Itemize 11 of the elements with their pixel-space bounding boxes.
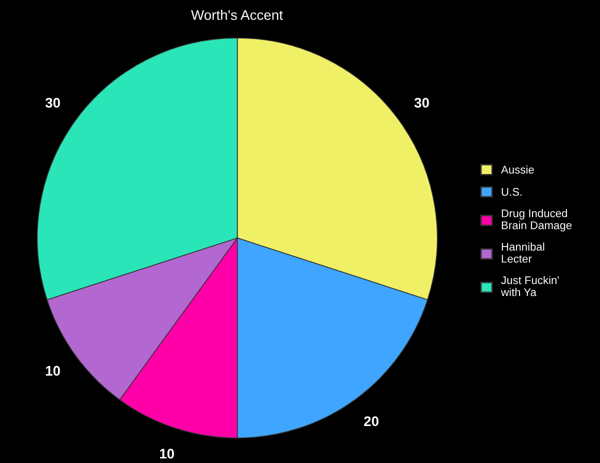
legend-label: Hannibal Lecter	[502, 242, 544, 263]
chart-title: Worth's Accent	[191, 10, 283, 20]
data-label: 10	[160, 448, 174, 459]
legend-label: Just Fuckin' with Ya	[500, 276, 559, 296]
data-label: 30	[414, 98, 429, 108]
legend-label: U.S.	[502, 188, 522, 196]
data-label: 10	[46, 366, 60, 376]
legend-label: Aussie	[501, 165, 534, 174]
data-label: 20	[364, 416, 378, 426]
data-label: 30	[45, 98, 60, 108]
legend-label: Drug Induced Brain Damage	[502, 209, 572, 232]
